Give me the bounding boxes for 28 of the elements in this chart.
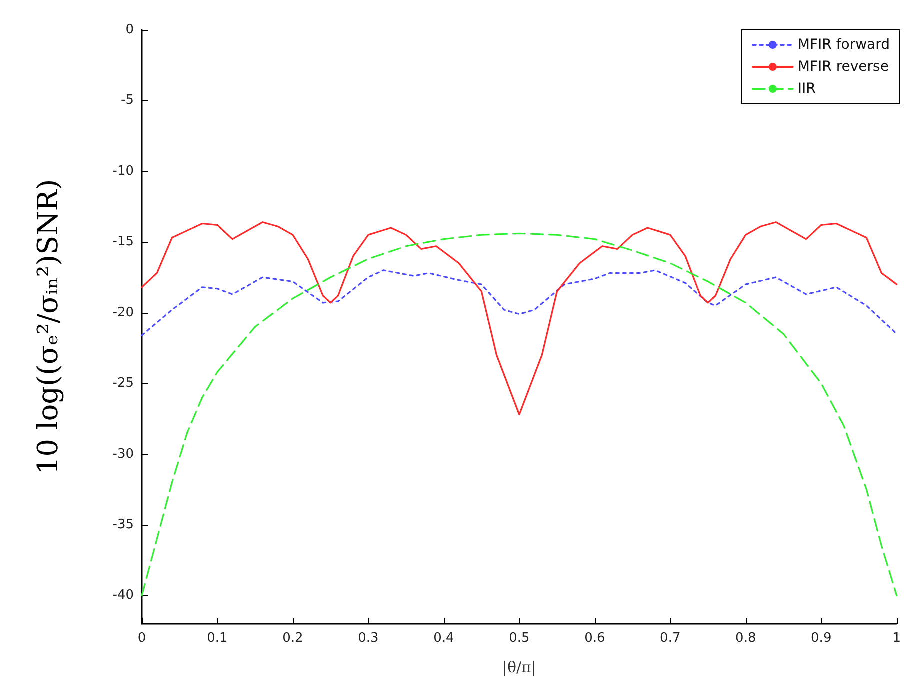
line-series <box>141 222 898 416</box>
x-tick-label: 0.3 <box>358 631 379 646</box>
x-tick-label: 0.9 <box>811 631 832 646</box>
y-tick-label: -35 <box>112 518 134 532</box>
x-tick-label: 0.8 <box>736 631 756 646</box>
line-series <box>141 232 898 597</box>
legend-label: IIR <box>798 81 816 97</box>
y-axis-title: 10 log((σₑ²/σᵢₙ²)SNR) <box>32 179 64 475</box>
x-tick-label: 0.2 <box>282 631 304 646</box>
x-tick-label: 0.6 <box>584 631 606 646</box>
y-tick-label: -40 <box>112 588 134 604</box>
x-tick-label: 0.4 <box>434 631 454 646</box>
x-tick-label: 0 <box>138 631 146 646</box>
x-axis-title: |θ/π| <box>502 658 536 676</box>
x-tick-label: 0.1 <box>207 631 228 646</box>
legend-label: MFIR forward <box>798 37 890 53</box>
y-tick-label: -5 <box>121 93 134 108</box>
line-series <box>141 270 898 336</box>
legend-label: MFIR reverse <box>798 59 889 75</box>
y-tick-label: 0 <box>126 22 134 38</box>
x-tick-label: 0.7 <box>660 631 681 646</box>
x-tick-label: 0.5 <box>509 631 530 646</box>
x-tick-label: 1 <box>892 631 902 646</box>
y-tick-label: -30 <box>112 446 134 462</box>
y-tick-label: -25 <box>112 376 134 392</box>
y-tick-label: -20 <box>112 305 134 320</box>
y-tick-label: -10 <box>112 164 134 179</box>
y-tick-label: -15 <box>112 234 134 250</box>
